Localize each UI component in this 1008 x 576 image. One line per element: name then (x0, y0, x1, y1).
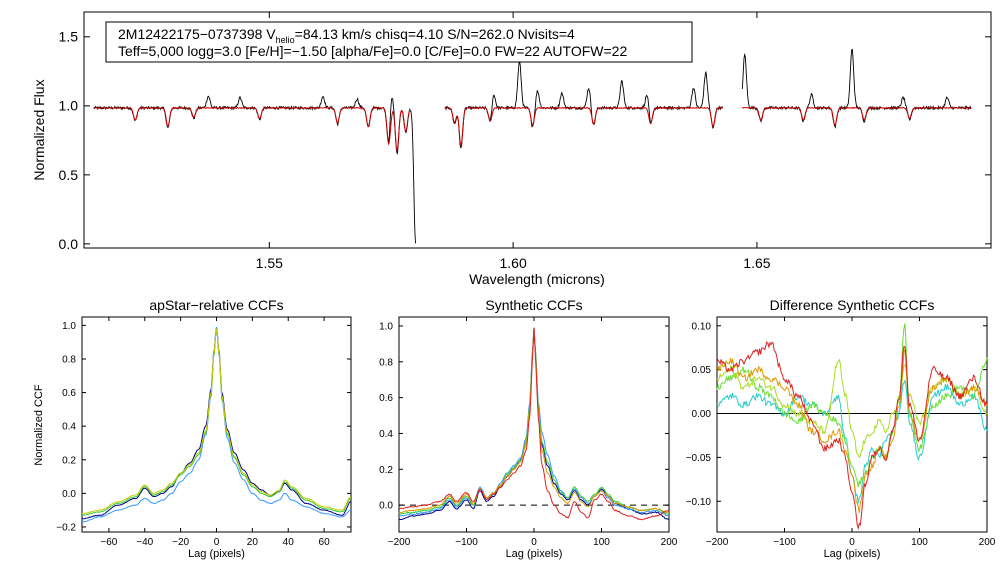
synthetic-ccf-y-ticks: 0.0 0.2 0.4 0.6 0.8 1.0 (379, 321, 669, 512)
apstar-ccf-x-tick-label: −20 (172, 537, 189, 548)
spectrum-x-label: Wavelength (microns) (469, 271, 605, 287)
apstar-ccf-x-tick-label: 40 (283, 537, 295, 548)
difference-ccf-series-visit-5 (716, 341, 988, 531)
synthetic-ccf-y-tick-label: 0.6 (379, 393, 393, 404)
apstar-ccf-y-ticks: −0.2 0.0 0.2 0.4 0.6 0.8 1.0 (56, 321, 351, 533)
apstar-ccf-x-label: Lag (pixels) (188, 548, 245, 560)
synthetic-ccf-x-tick-label: −100 (455, 537, 478, 548)
difference-ccf-x-tick-label: −200 (706, 537, 729, 548)
apstar-ccf-y-tick-label: 0.8 (62, 354, 76, 365)
synthetic-ccf-series (398, 327, 670, 521)
spectrum-annotation-box: 2M12422175−0737398 Vhelio=84.13 km/s chi… (105, 21, 693, 63)
apstar-ccf-y-tick-label: 0.2 (62, 455, 76, 466)
difference-ccf-y-tick-label: −0.05 (686, 453, 712, 464)
apstar-ccf-x-tick-label: −60 (100, 537, 117, 548)
difference-ccf-x-ticks: −200 −100 0 100 200 (706, 317, 996, 548)
spectrum-y-tick-label: 0.5 (59, 167, 79, 183)
difference-ccf-y-tick-label: 0.00 (692, 409, 712, 420)
apstar-ccf-series-visit-2 (81, 327, 352, 523)
apstar-ccf-y-label: Normalized CCF (33, 384, 45, 466)
synthetic-ccf-series-visit-5 (398, 327, 670, 521)
apstar-ccf-y-tick-label: 1.0 (62, 321, 76, 332)
synthetic-ccf-y-tick-label: 0.0 (379, 501, 393, 512)
synthetic-ccf-x-ticks: −200 −100 0 100 200 (388, 317, 678, 548)
annotation-line-1-a: 2M12422175−0737398 V (118, 26, 276, 42)
apstar-ccf-y-tick-label: −0.2 (56, 522, 76, 533)
synthetic-ccf-panel: Synthetic CCFs Lag (pixels) −200 −100 0 100… (379, 297, 678, 560)
apstar-ccf-title: apStar−relative CCFs (149, 297, 283, 313)
difference-ccf-x-tick-label: 200 (979, 537, 996, 548)
synthetic-ccf-y-tick-label: 0.4 (379, 429, 393, 440)
spectrum-model-segment-3 (742, 106, 972, 126)
spectrum-frame (83, 11, 992, 249)
apstar-ccf-x-ticks: −60 −40 −20 0 20 40 60 (100, 317, 330, 548)
spectrum-x-tick-label: 1.65 (743, 255, 770, 271)
difference-ccf-x-tick-label: 0 (849, 537, 855, 548)
spectrum-model-segment-1 (93, 106, 411, 151)
difference-ccf-panel: Difference Synthetic CCFs Lag (pixels) −… (686, 297, 996, 560)
synthetic-ccf-y-tick-label: 0.8 (379, 357, 393, 368)
annotation-frame (105, 21, 693, 63)
synthetic-ccf-x-tick-label: −200 (388, 537, 411, 548)
spectrum-y-ticks: 0.0 0.5 1.0 1.5 (59, 29, 991, 252)
synthetic-ccf-title: Synthetic CCFs (485, 297, 582, 313)
difference-ccf-x-tick-label: 100 (911, 537, 928, 548)
apstar-ccf-y-tick-label: 0.0 (62, 489, 76, 500)
annotation-line-1: 2M12422175−0737398 Vhelio=84.13 km/s chi… (118, 26, 575, 45)
difference-ccf-series-visit-4 (716, 349, 988, 513)
spectrum-y-tick-label: 1.0 (59, 98, 79, 114)
spectrum-model-segment-2 (444, 106, 724, 147)
annotation-line-1-b: =84.13 km/s chisq=4.10 S/N=262.0 Nvisits… (295, 26, 575, 42)
apstar-ccf-series-visit-4 (81, 328, 352, 515)
apstar-ccf-y-tick-label: 0.6 (62, 388, 76, 399)
difference-ccf-x-tick-label: −100 (773, 537, 796, 548)
apstar-ccf-x-tick-label: 60 (319, 537, 331, 548)
spectrum-x-tick-label: 1.60 (499, 255, 526, 271)
difference-ccf-y-tick-label: 0.05 (692, 365, 712, 376)
apstar-ccf-series (81, 327, 352, 523)
synthetic-ccf-y-tick-label: 1.0 (379, 321, 393, 332)
spectrum-y-tick-label: 1.5 (59, 29, 79, 45)
spectrum-x-tick-label: 1.55 (256, 255, 283, 271)
synthetic-ccf-x-tick-label: 200 (661, 537, 678, 548)
apstar-ccf-x-tick-label: 20 (247, 537, 259, 548)
apstar-ccf-x-tick-label: 0 (214, 537, 220, 548)
apstar-ccf-panel: apStar−relative CCFs Lag (pixels) Normal… (33, 297, 352, 560)
spectrum-x-ticks: 1.55 1.60 1.65 (256, 12, 771, 271)
synthetic-ccf-x-label: Lag (pixels) (506, 548, 563, 560)
spectrum-panel: 1.55 1.60 1.65 0.0 0.5 1.0 1.5 Wavelength (mi… (31, 11, 992, 287)
spectrum-y-tick-label: 0.0 (59, 236, 79, 252)
difference-ccf-series (716, 323, 988, 531)
annotation-line-2: Teff=5,000 logg=3.0 [Fe/H]=−1.50 [alpha/… (118, 43, 627, 59)
difference-ccf-series-visit-2 (716, 323, 988, 488)
annotation-line-1-subscript: helio (276, 35, 295, 45)
synthetic-ccf-y-tick-label: 0.2 (379, 465, 393, 476)
difference-ccf-y-tick-label: 0.10 (692, 321, 712, 332)
synthetic-ccf-x-tick-label: 0 (531, 537, 537, 548)
spectrum-series (93, 48, 972, 244)
apstar-ccf-x-tick-label: −40 (136, 537, 153, 548)
synthetic-ccf-x-tick-label: 100 (593, 537, 610, 548)
difference-ccf-x-label: Lag (pixels) (824, 548, 881, 560)
apstar-ccf-y-tick-label: 0.4 (62, 422, 76, 433)
difference-ccf-title: Difference Synthetic CCFs (770, 297, 935, 313)
difference-ccf-y-tick-label: −0.10 (686, 497, 712, 508)
spectrum-y-label: Normalized Flux (31, 79, 47, 180)
